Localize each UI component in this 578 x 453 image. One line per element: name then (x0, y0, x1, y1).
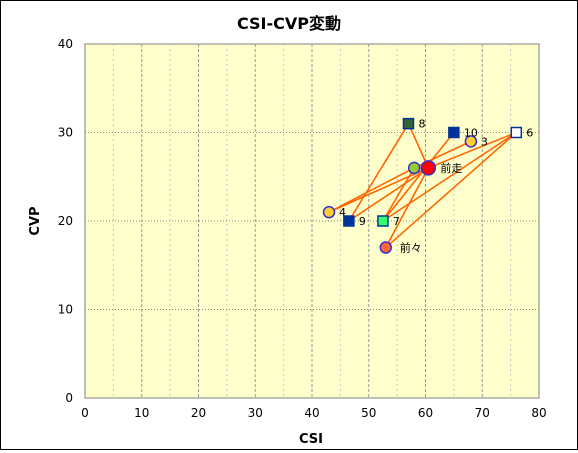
point-marker (510, 126, 523, 139)
x-tick-label: 40 (304, 406, 319, 420)
connection-line (328, 167, 415, 213)
connection-line (385, 131, 517, 249)
connection-lines (328, 123, 517, 249)
connection-line (428, 131, 517, 169)
point-label: 前々 (400, 241, 422, 255)
x-tick-label: 0 (81, 406, 89, 420)
data-points: 前々 3 49 8 10 7 6 前走 (322, 117, 533, 255)
point-label: 7 (393, 215, 400, 228)
connection-line (407, 123, 430, 169)
y-tick-label: 40 (58, 37, 73, 51)
x-tick-label: 50 (361, 406, 376, 420)
connection-line (385, 167, 430, 248)
point-marker (377, 215, 389, 227)
point-label: 6 (526, 127, 533, 140)
x-tick-label: 80 (531, 406, 546, 420)
grid (85, 44, 539, 398)
connection-line (328, 167, 429, 213)
y-tick-label: 20 (58, 214, 73, 228)
x-tick-label: 70 (475, 406, 490, 420)
point-marker (420, 160, 437, 176)
connection-line (348, 123, 410, 222)
point-label: 前走 (440, 161, 462, 175)
y-tick-label: 0 (65, 391, 73, 405)
point-label: 3 (481, 135, 488, 148)
x-tick-label: 20 (191, 406, 206, 420)
connection-line (382, 131, 517, 222)
x-tick-label: 10 (134, 406, 149, 420)
chart-title: CSI-CVP変動 (237, 14, 341, 33)
tick-labels: 0 10 20 30 40 50 60 70 80 0 10 20 30 40 (58, 37, 547, 420)
connection-line (382, 131, 455, 222)
point-label: 9 (359, 215, 366, 228)
y-tick-label: 10 (58, 303, 73, 317)
point-marker (379, 241, 393, 254)
point-marker (402, 117, 415, 130)
x-tick-label: 60 (418, 406, 433, 420)
y-tick-label: 30 (58, 126, 73, 140)
connection-line (348, 167, 429, 222)
point-label: 8 (418, 118, 425, 131)
x-tick-label: 30 (248, 406, 263, 420)
point-marker (343, 215, 355, 227)
point-label: 10 (464, 127, 478, 140)
connection-line (382, 167, 415, 222)
y-axis-label: CVP (28, 206, 43, 235)
point-marker (448, 126, 460, 139)
x-axis-label: CSI (299, 432, 323, 447)
point-marker (407, 161, 421, 175)
point-label: 4 (339, 206, 346, 219)
point-marker (322, 205, 336, 219)
point-marker (464, 135, 478, 148)
